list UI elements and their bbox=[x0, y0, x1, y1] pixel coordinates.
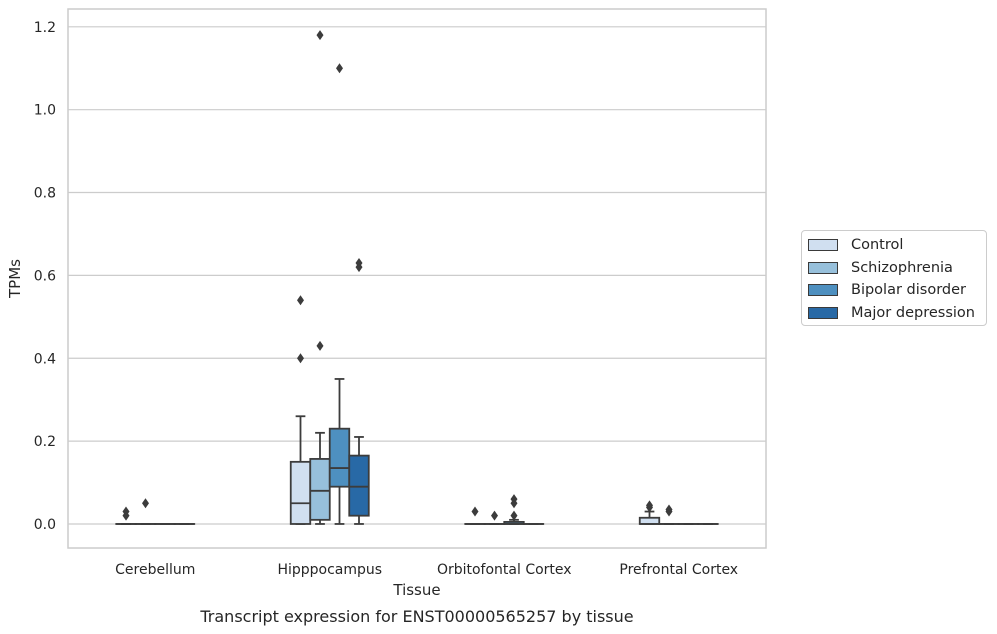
y-axis-label: TPMs bbox=[6, 259, 24, 299]
legend-swatch bbox=[808, 284, 838, 296]
box-schizophrenia bbox=[134, 498, 157, 525]
box-schizophrenia bbox=[309, 30, 331, 525]
y-tick-label: 0.4 bbox=[34, 351, 56, 367]
legend-entry: Control bbox=[808, 235, 903, 255]
legend-entry: Schizophrenia bbox=[808, 258, 953, 278]
box-major-depression bbox=[348, 257, 370, 525]
outlier-point bbox=[510, 510, 518, 521]
legend: Control Schizophrenia Bipolar disorder Majo… bbox=[801, 230, 987, 326]
box-schizophrenia bbox=[483, 510, 506, 525]
outlier-point bbox=[297, 295, 304, 306]
outlier-point bbox=[122, 506, 130, 517]
x-tick-label: Prefrontal Cortex bbox=[619, 562, 738, 578]
legend-swatch bbox=[808, 261, 838, 274]
box-control bbox=[464, 506, 486, 525]
box-groups bbox=[115, 30, 719, 525]
x-axis-ticks: Cerebellum Hipppocampus Orbitofontal Corte… bbox=[115, 562, 738, 578]
legend-label: Bipolar disorder bbox=[851, 282, 966, 298]
box-bipolar-disorder bbox=[328, 63, 351, 525]
outlier-point bbox=[646, 500, 653, 511]
x-tick-label: Cerebellum bbox=[115, 562, 195, 578]
legend-label: Schizophrenia bbox=[851, 259, 953, 276]
x-tick-label: Hipppocampus bbox=[277, 562, 382, 578]
box-iqr bbox=[638, 516, 661, 525]
box-bipolar-disorder bbox=[503, 494, 525, 525]
chart-caption: Transcript expression for ENST0000056525… bbox=[199, 607, 633, 626]
x-tick-label: Orbitofontal Cortex bbox=[437, 562, 572, 578]
x-axis-label: Tissue bbox=[392, 581, 440, 599]
box-iqr bbox=[309, 458, 331, 521]
box-iqr bbox=[348, 454, 370, 517]
y-tick-label: 1.0 bbox=[34, 103, 56, 119]
outlier-point bbox=[142, 498, 149, 509]
legend-entry: Bipolar disorder bbox=[808, 280, 966, 300]
box-schizophrenia bbox=[658, 504, 680, 525]
y-axis-ticks: 0.0 0.2 0.4 0.6 0.8 1.0 1.2 bbox=[34, 20, 56, 533]
legend-entry: Major depression bbox=[808, 303, 975, 323]
y-tick-label: 0.6 bbox=[34, 268, 56, 284]
outlier-point bbox=[336, 63, 343, 74]
outlier-point bbox=[355, 257, 363, 268]
legend-swatch bbox=[808, 239, 838, 251]
outlier-point bbox=[491, 510, 498, 521]
box-iqr bbox=[328, 427, 351, 488]
grid-lines bbox=[68, 26, 766, 525]
legend-label: Control bbox=[851, 237, 904, 253]
y-tick-label: 0.2 bbox=[34, 434, 56, 450]
plot-area-frame bbox=[67, 8, 767, 549]
y-tick-label: 1.2 bbox=[34, 20, 56, 36]
legend-swatch bbox=[808, 306, 838, 319]
y-tick-label: 0.8 bbox=[34, 186, 56, 202]
box-control bbox=[289, 295, 312, 525]
outlier-point bbox=[297, 353, 304, 364]
y-tick-label: 0.0 bbox=[34, 517, 56, 533]
box-control bbox=[638, 500, 661, 525]
outlier-point bbox=[316, 30, 324, 41]
outlier-point bbox=[510, 494, 518, 505]
box-control bbox=[115, 506, 137, 525]
outlier-point bbox=[471, 506, 479, 517]
outlier-point bbox=[316, 340, 324, 351]
legend-label: Major depression bbox=[851, 304, 975, 321]
outlier-point bbox=[665, 504, 673, 515]
box-iqr bbox=[289, 460, 312, 525]
